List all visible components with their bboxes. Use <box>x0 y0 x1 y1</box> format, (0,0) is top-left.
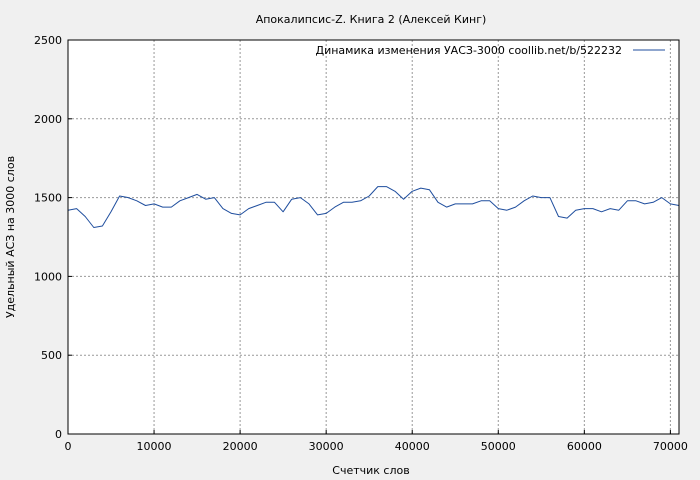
x-tick-label: 50000 <box>481 440 516 453</box>
y-tick-label: 0 <box>55 428 62 441</box>
y-tick-label: 1000 <box>34 270 62 283</box>
y-axis-label: Удельный АСЗ на 3000 слов <box>4 156 17 318</box>
legend-label: Динамика изменения УАСЗ-3000 coollib.net… <box>316 44 623 57</box>
y-tick-label: 2000 <box>34 113 62 126</box>
series-line <box>67 186 680 228</box>
grid <box>68 40 679 434</box>
y-tick-label: 1500 <box>34 192 62 205</box>
x-axis-label: Счетчик слов <box>332 464 409 477</box>
x-tick-label: 60000 <box>567 440 602 453</box>
chart-title: Апокалипсис-Z. Книга 2 (Алексей Кинг) <box>256 13 487 26</box>
plot-frame <box>67 39 680 435</box>
axis-ticks: 0 10000 20000 30000 40000 50000 60000 70000 0 500… <box>34 34 688 453</box>
y-tick-label: 2500 <box>34 34 62 47</box>
legend: Динамика изменения УАСЗ-3000 coollib.net… <box>316 44 665 57</box>
x-tick-label: 30000 <box>309 440 344 453</box>
series-layer <box>67 186 680 228</box>
x-tick-label: 20000 <box>223 440 258 453</box>
x-tick-label: 0 <box>65 440 72 453</box>
x-tick-label: 70000 <box>653 440 688 453</box>
y-tick-label: 500 <box>41 349 62 362</box>
x-tick-label: 10000 <box>137 440 172 453</box>
x-tick-label: 40000 <box>395 440 430 453</box>
plot-area <box>68 40 679 434</box>
